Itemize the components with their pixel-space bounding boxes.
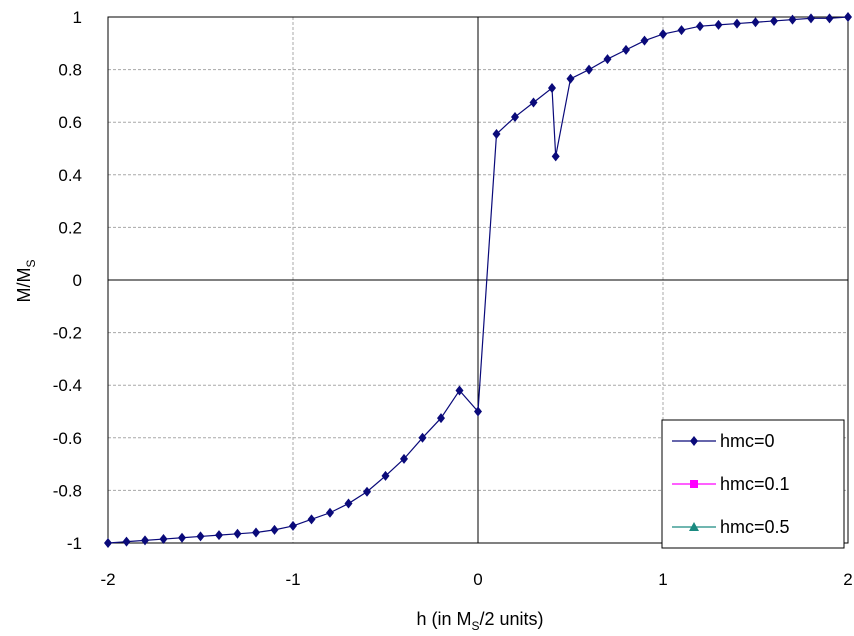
data-point [104,538,112,548]
data-point [418,432,427,443]
legend-entry: hmc=0.1 [672,474,790,494]
data-point [585,64,593,75]
data-point [844,12,852,22]
data-point [178,532,186,543]
y-axis-title: M/MS [14,259,38,302]
y-axis-title-sub: S [24,259,38,267]
data-point [696,21,704,32]
data-point [233,528,242,539]
data-point [307,514,316,525]
data-point [751,17,760,28]
y-tick-label: 0.6 [58,113,82,132]
data-point [141,535,149,546]
data-point [529,97,538,108]
x-axis-title-sub: S [471,619,479,633]
data-point [381,470,390,481]
x-tick-label: 2 [843,570,852,589]
y-tick-label: -0.2 [53,324,82,343]
data-point [733,18,741,29]
series-layer [104,12,852,548]
data-point [640,35,649,46]
y-tick-label: -0.6 [53,429,82,448]
y-tick-label: 1 [73,8,82,27]
data-point [400,453,408,464]
data-point [344,498,353,509]
y-tick-label: -0.8 [53,481,82,500]
legend: hmc=0 hmc=0.1 hmc=0.5 [661,419,845,549]
y-tick-label: -0.4 [53,376,82,395]
data-point [159,534,168,545]
x-tick-label: 1 [658,570,667,589]
data-point [252,527,260,538]
data-point [677,25,686,36]
data-point [363,486,371,497]
x-axis-title: h (in MS/2 units) [416,609,543,633]
data-point [825,13,834,24]
legend-marker [690,480,698,488]
data-point [714,19,723,30]
data-point [788,14,797,25]
data-point [289,520,297,531]
data-point [437,413,445,424]
x-tick-label: 0 [473,570,482,589]
data-point [622,44,630,55]
data-point [603,54,612,65]
axes [107,16,849,544]
data-point [474,406,482,417]
legend-entry: hmc=0.5 [672,517,790,537]
legend-entry: hmc=0 [672,431,775,451]
data-point [492,129,501,140]
data-point [455,385,464,396]
data-point [196,531,205,542]
y-tick-label: 0.4 [58,166,82,185]
y-tick-label: 0.2 [58,218,82,237]
legend-marker [690,436,698,446]
data-point [511,111,519,122]
data-point [566,73,575,84]
legend-marker [689,522,699,531]
data-point [770,15,778,26]
series-hmc=0 [104,12,852,548]
legend-label: hmc=0.1 [720,474,790,494]
legend-label: hmc=0.5 [720,517,790,537]
tick-labels: 1 0.8 0.6 0.4 0.2 0 -0.2 -0.4 -0.6 -0.8 -1 -2 -1 0 1 2 [53,8,853,589]
data-point [807,13,815,24]
data-point [659,29,667,40]
data-point [326,507,334,518]
x-tick-label: -2 [100,570,115,589]
data-point [122,536,131,547]
x-tick-label: -1 [285,570,300,589]
y-tick-label: 0.8 [58,61,82,80]
y-tick-label: 0 [73,271,82,290]
data-point [548,83,556,94]
legend-label: hmc=0 [720,431,775,451]
y-tick-label: -1 [67,534,82,553]
data-point [551,151,560,162]
data-point [215,530,223,541]
data-point [270,524,279,535]
